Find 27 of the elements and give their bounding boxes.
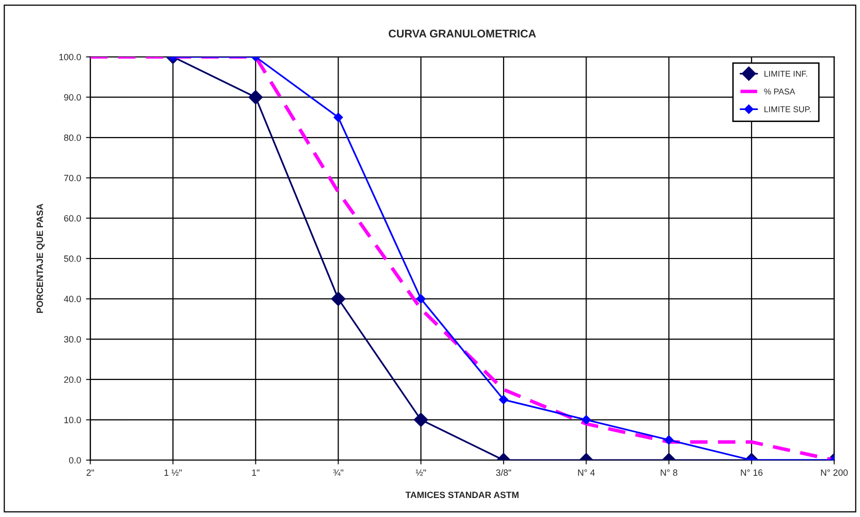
x-tick-label: N° 200 <box>821 469 848 476</box>
y-tick-label: 30.0 <box>64 336 81 343</box>
x-tick-label: N° 4 <box>578 469 595 476</box>
y-tick-label: 100.0 <box>59 54 81 60</box>
y-tick-label: 50.0 <box>64 255 81 262</box>
x-tick-label: 1" <box>252 469 260 476</box>
legend-label: LIMITE SUP. <box>764 106 811 112</box>
y-tick-label: 10.0 <box>64 416 81 424</box>
y-axis-title: PORCENTAJE QUE PASA <box>36 204 45 313</box>
x-tick-label: 3/8" <box>496 469 512 476</box>
y-tick-label: 0.0 <box>69 457 81 464</box>
y-tick-label: 40.0 <box>64 296 81 302</box>
x-tick-label: N° 8 <box>660 469 678 476</box>
x-tick-label: ¾" <box>333 469 344 476</box>
y-tick-label: 90.0 <box>64 94 81 101</box>
x-tick-label: ½" <box>416 469 426 476</box>
x-tick-label: N° 16 <box>740 469 762 476</box>
legend-label: LIMITE INF. <box>764 70 808 77</box>
legend-label: % PASA <box>764 88 796 94</box>
y-tick-label: 60.0 <box>64 215 81 222</box>
y-tick-label: 20.0 <box>64 376 81 383</box>
chart-title: CURVA GRANULOMETRICA <box>388 30 536 38</box>
y-tick-label: 80.0 <box>64 134 81 141</box>
x-tick-label: 2" <box>86 469 94 476</box>
x-tick-label: 1 ½" <box>164 469 182 476</box>
y-tick-label: 70.0 <box>64 174 81 182</box>
x-axis-title: TAMICES STANDAR ASTM <box>406 492 518 498</box>
